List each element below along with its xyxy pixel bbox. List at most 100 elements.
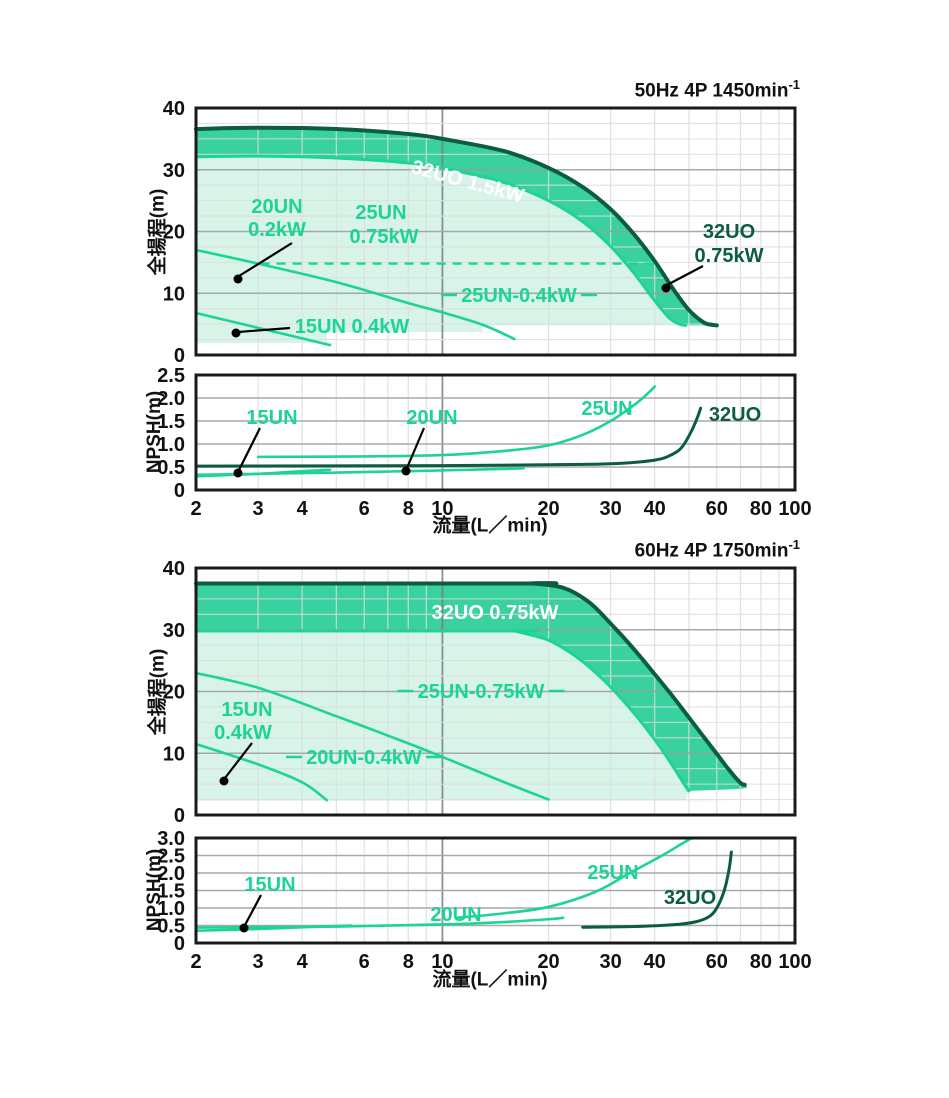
npsh50-xtick-6: 6 (359, 498, 370, 520)
x-axis-title-60hz: 流量(L／min) (432, 969, 548, 991)
head50-ytick-20: 20 (163, 222, 185, 244)
npsh50-label-20un: 20UN (406, 407, 457, 429)
head60-ytick-10: 10 (163, 743, 185, 765)
npsh60-xtick-10: 10 (431, 951, 453, 973)
npsh50-xtick-30: 30 (600, 498, 622, 520)
head50-ytick-30: 30 (163, 160, 185, 182)
chart-title-60hz-sup: -1 (788, 537, 800, 552)
npsh60-leader-dot-0 (239, 923, 249, 933)
npsh50-xtick-40: 40 (644, 498, 666, 520)
npsh50-ytick-1.5: 1.5 (157, 411, 185, 433)
head50-leader-line-0 (238, 242, 293, 277)
y-axis-title-head-60hz: 全揚程(m) (147, 648, 169, 736)
head60-25un-0-75kw-curve (194, 628, 691, 793)
head60-label-0-4kw: 0.4kW (214, 722, 272, 744)
npsh50-chart: 15UN 20UN 25UN 32UO 00.51.01.52.02.5 2 3 4 6 8 10 2… (157, 365, 812, 520)
npsh60-ytick-0.5: 0.5 (157, 916, 185, 938)
npsh60-plot-border (194, 836, 797, 945)
npsh60-leader-line-0 (244, 894, 262, 926)
npsh60-ytick-1.5: 1.5 (157, 881, 185, 903)
npsh60-xtick-60: 60 (706, 951, 728, 973)
head50-leader-dot-1 (231, 328, 241, 338)
head50-label-0-75kw: 0.75kW (350, 226, 419, 248)
x-axis-title-50hz: 流量(L／min) (432, 515, 548, 537)
npsh50-leader-dot-0 (233, 468, 243, 478)
head50-ytick-0: 0 (174, 345, 185, 367)
y-axis-title-npsh-50hz: NPSH(m) (144, 390, 165, 474)
npsh50-leader-line-1 (405, 427, 426, 469)
head50-label-25un-0-4kw: 25UN-0.4kW (461, 285, 577, 307)
head50-32uo-1-5kw-curve (194, 125, 719, 328)
npsh50-ytick-2: 2.0 (157, 388, 185, 410)
chart-title-60hz: 60Hz 4P 1750min-1 (635, 537, 800, 562)
chart-title-60hz-text: 60Hz 4P 1750min (634, 540, 789, 562)
head50-label-0-2kw: 0.2kW (248, 219, 306, 241)
head50-ytick-40: 40 (163, 98, 185, 120)
npsh50-label-32uo: 32UO (709, 404, 761, 426)
head60-leader-dot-0 (219, 776, 229, 786)
npsh60-xtick-20: 20 (537, 951, 559, 973)
npsh60-label-25un: 25UN (587, 862, 638, 884)
npsh60-xtick-8: 8 (403, 951, 414, 973)
npsh50-xtick-60: 60 (706, 498, 728, 520)
head50-leader-line-2 (666, 265, 704, 286)
head60-32uo-band-region (196, 583, 748, 792)
head50-leader-line-1 (237, 326, 291, 334)
npsh60-label-15un: 15UN (244, 874, 295, 896)
npsh50-plot-border (194, 373, 797, 492)
head50-25un-operating-region (196, 156, 702, 345)
npsh50-xtick-8: 8 (403, 498, 414, 520)
y-axis-title-npsh-60hz: NPSH(m) (144, 848, 165, 932)
head50-15un-0-4kw-curve (194, 311, 332, 347)
npsh50-25un-npsh-curve (256, 385, 656, 459)
npsh60-ytick-0: 0 (174, 933, 185, 955)
head60-ytick-30: 30 (163, 620, 185, 642)
head50-label-32uo: 32UO (703, 221, 755, 243)
npsh60-ytick-2: 2.0 (157, 863, 185, 885)
head60-label-32uo-0-75kw: 32UO 0.75kW (432, 602, 559, 624)
npsh60-32uo-npsh-curve (581, 850, 733, 929)
head60-32uo-0-75kw-curve (194, 581, 747, 787)
npsh50-ytick-1: 1.0 (157, 434, 185, 456)
head60-20un-0-4kw-curve (194, 671, 550, 801)
head60-15un-0-4kw-curve (194, 742, 329, 802)
head60-chart: 32UO 0.75kW 25UN-0.75kW 20UN-0.4kW 15UN0.4k… (163, 558, 797, 827)
npsh50-xtick-3: 3 (253, 498, 264, 520)
npsh50-ytick-0: 0 (174, 480, 185, 502)
npsh60-25un-npsh-curve (455, 836, 694, 920)
npsh60-label-32uo: 32UO (664, 887, 716, 909)
npsh50-xtick-20: 20 (537, 498, 559, 520)
head50-leader-dot-2 (661, 283, 671, 293)
npsh60-label-20un: 20UN (430, 904, 481, 926)
chart-title-50hz: 50Hz 4P 1450min-1 (635, 77, 800, 102)
head60-25un-operating-region (196, 630, 722, 802)
head50-label-20un: 20UN (251, 196, 302, 218)
npsh50-xtick-80: 80 (750, 498, 772, 520)
head60-label-20un-0-4kw: 20UN-0.4kW (306, 747, 422, 769)
npsh50-leader-line-0 (238, 427, 261, 471)
head60-leader-line-0 (224, 742, 253, 779)
npsh50-xtick-100: 100 (778, 498, 811, 520)
head60-plot-border (194, 566, 797, 817)
npsh60-ytick-2.5: 2.5 (157, 846, 185, 868)
head60-ytick-20: 20 (163, 682, 185, 704)
npsh50-xtick-10: 10 (431, 498, 453, 520)
npsh60-chart: 15UN 20UN 25UN 32UO 00.51.01.52.02.53.0 2 3 4 6 8… (157, 828, 812, 973)
npsh60-xtick-2: 2 (190, 951, 201, 973)
npsh60-ytick-3: 3.0 (157, 828, 185, 850)
head60-ytick-0: 0 (174, 805, 185, 827)
npsh50-ytick-2.5: 2.5 (157, 365, 185, 387)
npsh50-32uo-npsh-curve (194, 406, 703, 468)
chart-title-50hz-text: 50Hz 4P 1450min (634, 80, 789, 102)
chart-title-50hz-sup: -1 (788, 77, 800, 92)
npsh50-ytick-0.5: 0.5 (157, 457, 185, 479)
npsh50-leader-dot-1 (401, 466, 411, 476)
npsh50-label-25un: 25UN (581, 398, 632, 420)
npsh50-xtick-4: 4 (297, 498, 309, 520)
head60-ytick-40: 40 (163, 558, 185, 580)
npsh60-xtick-4: 4 (297, 951, 309, 973)
head50-ytick-10: 10 (163, 283, 185, 305)
npsh60-xtick-6: 6 (359, 951, 370, 973)
